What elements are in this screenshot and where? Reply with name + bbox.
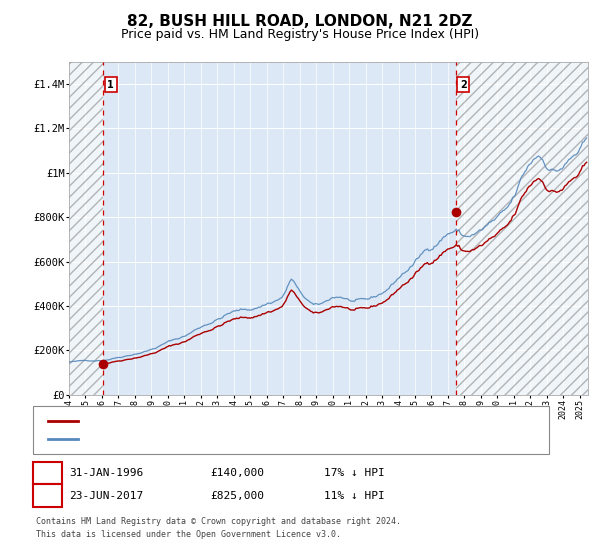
Text: £825,000: £825,000 [210, 491, 264, 501]
Text: 11% ↓ HPI: 11% ↓ HPI [324, 491, 385, 501]
Text: 2: 2 [460, 80, 467, 90]
Text: Price paid vs. HM Land Registry's House Price Index (HPI): Price paid vs. HM Land Registry's House … [121, 28, 479, 41]
Text: 82, BUSH HILL ROAD, LONDON, N21 2DZ: 82, BUSH HILL ROAD, LONDON, N21 2DZ [127, 14, 473, 29]
Text: 1: 1 [107, 80, 114, 90]
Bar [455, 62, 588, 395]
Text: Contains HM Land Registry data © Crown copyright and database right 2024.: Contains HM Land Registry data © Crown c… [36, 517, 401, 526]
Text: 82, BUSH HILL ROAD, LONDON, N21 2DZ (detached house): 82, BUSH HILL ROAD, LONDON, N21 2DZ (det… [87, 416, 412, 426]
Text: 31-JAN-1996: 31-JAN-1996 [69, 468, 143, 478]
Bar [69, 62, 103, 395]
Text: 17% ↓ HPI: 17% ↓ HPI [324, 468, 385, 478]
Text: This data is licensed under the Open Government Licence v3.0.: This data is licensed under the Open Gov… [36, 530, 341, 539]
Text: 2: 2 [44, 491, 51, 501]
Text: HPI: Average price, detached house, Enfield: HPI: Average price, detached house, Enfi… [87, 434, 356, 444]
Text: £140,000: £140,000 [210, 468, 264, 478]
Text: 23-JUN-2017: 23-JUN-2017 [69, 491, 143, 501]
Text: 1: 1 [44, 468, 51, 478]
